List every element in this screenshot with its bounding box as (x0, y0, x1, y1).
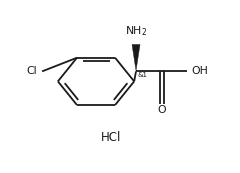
Text: &1: &1 (138, 72, 148, 78)
Text: HCl: HCl (101, 131, 121, 144)
Text: OH: OH (192, 66, 209, 76)
Text: Cl: Cl (27, 66, 37, 76)
Text: NH$_2$: NH$_2$ (125, 24, 147, 38)
Text: O: O (158, 105, 166, 115)
Polygon shape (132, 44, 140, 71)
